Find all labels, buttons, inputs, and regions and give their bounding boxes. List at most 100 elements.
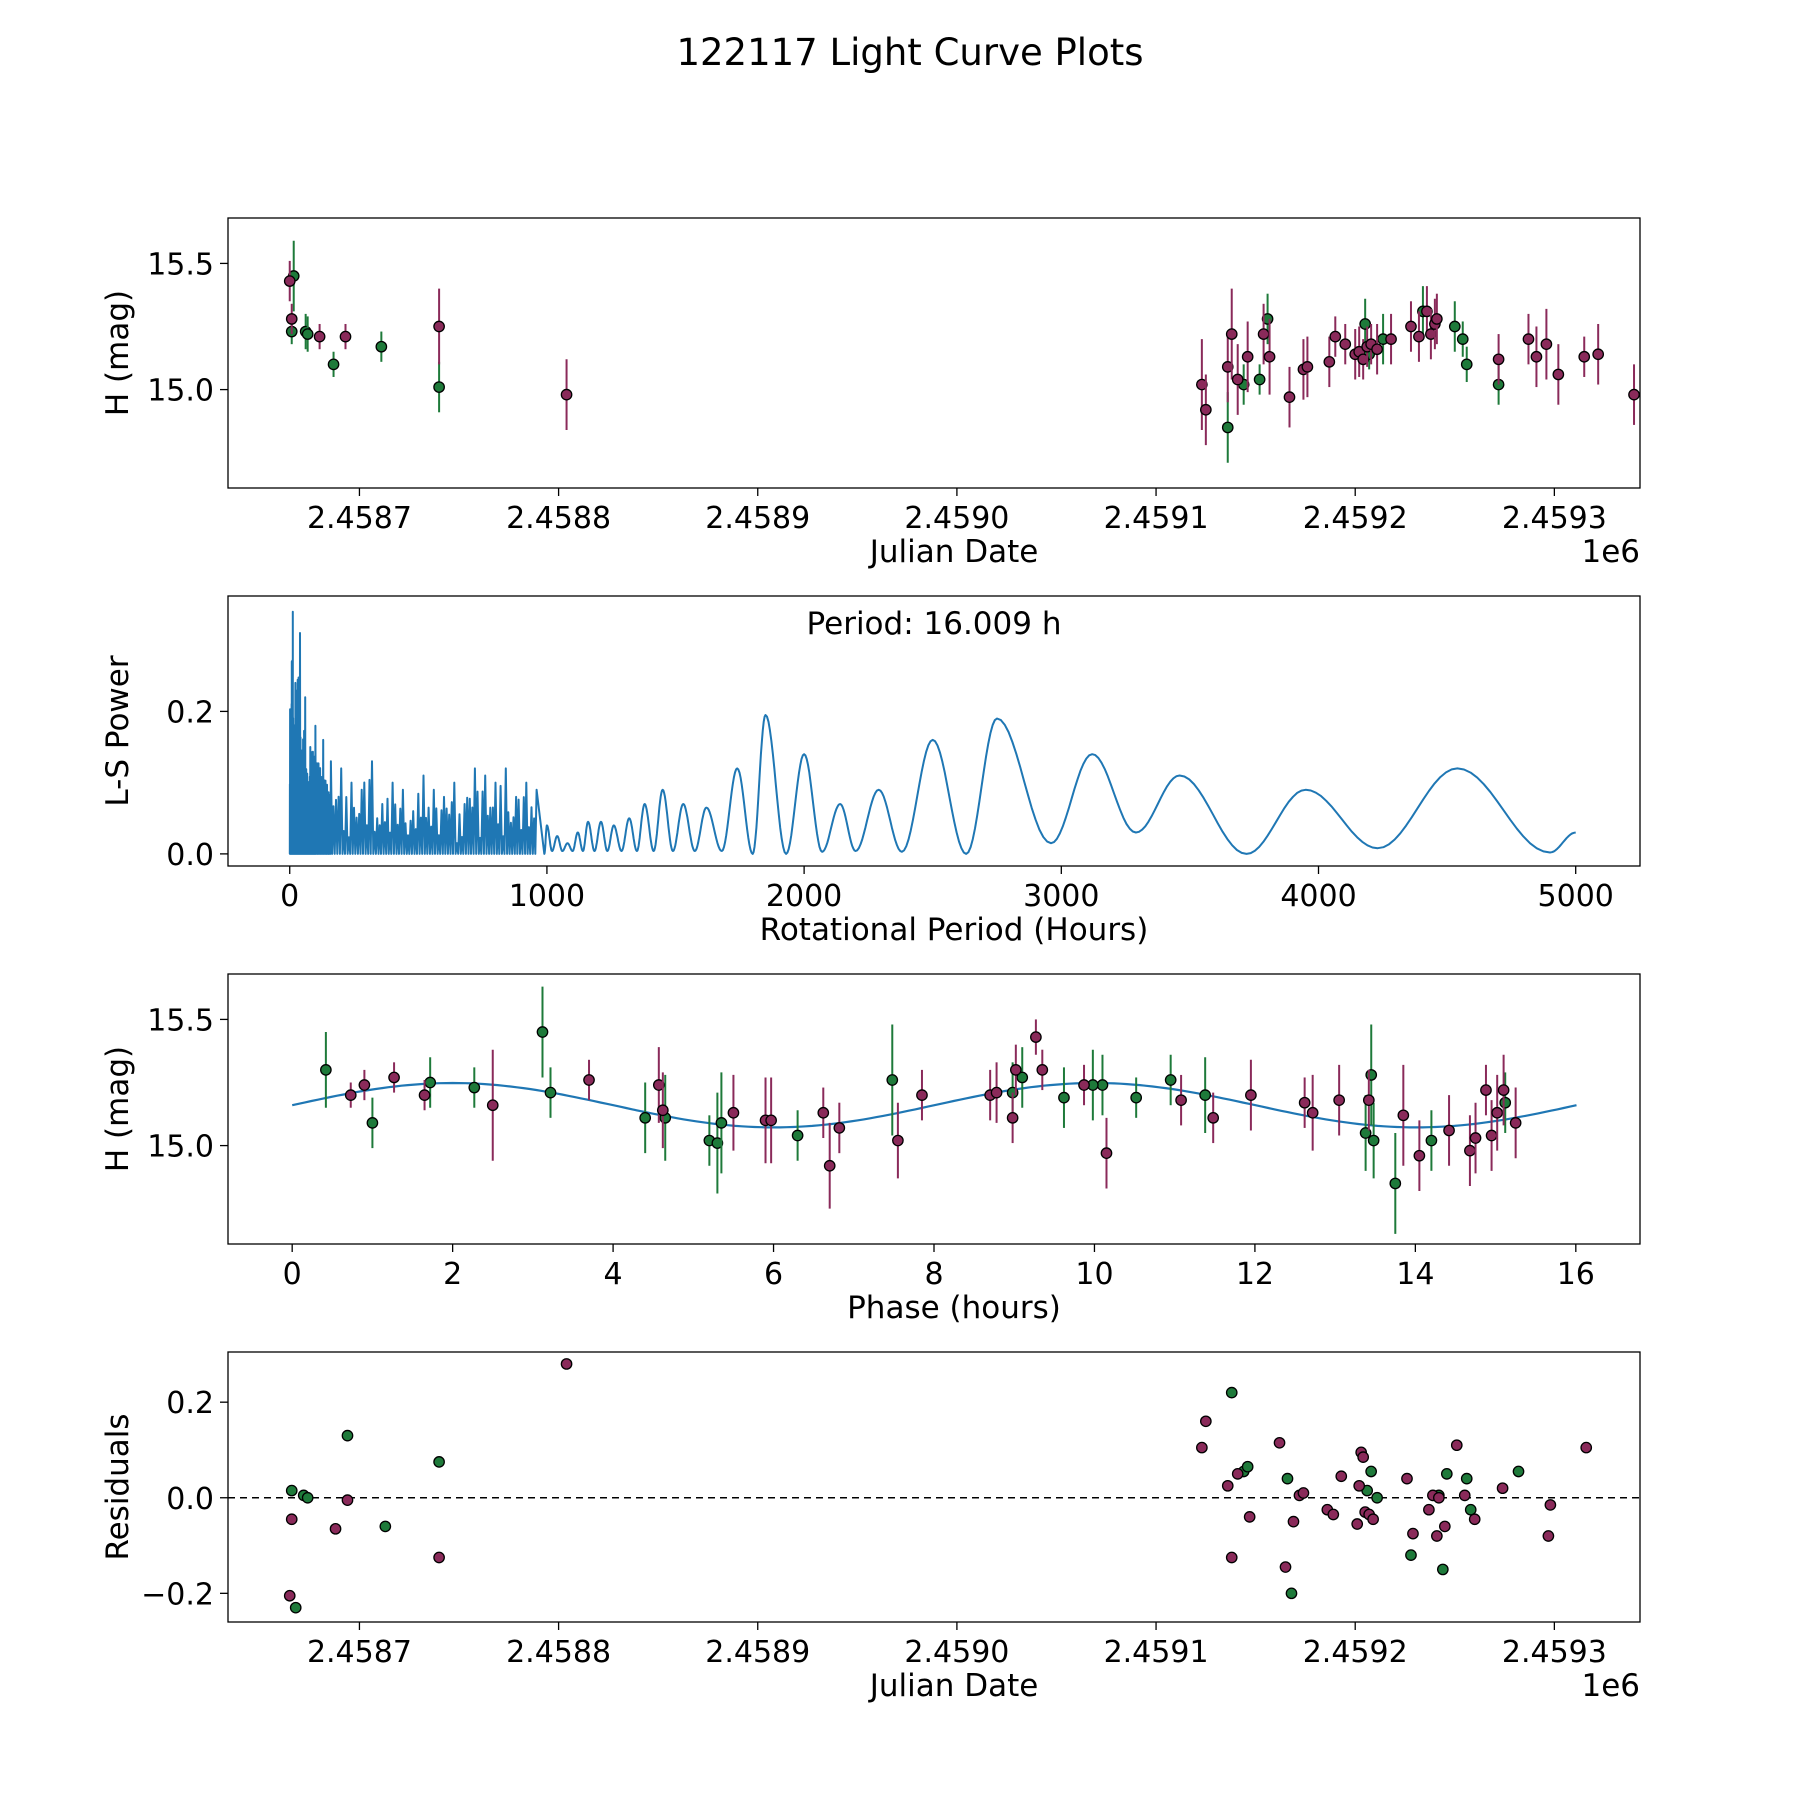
data-point (1448, 320, 1461, 333)
data-point (1241, 1460, 1254, 1473)
data-point (424, 1076, 437, 1089)
data-point (639, 1111, 652, 1124)
data-point (1207, 1111, 1220, 1124)
x-tick-label: 2 (443, 1257, 462, 1292)
x-tick-label: 12 (1236, 1257, 1274, 1292)
data-point (433, 320, 445, 333)
x-axis-label: Julian Date (868, 1668, 1039, 1704)
data-point (1385, 333, 1397, 345)
data-point (1456, 333, 1469, 345)
data-point (711, 1137, 724, 1149)
x-tick-label: 2000 (766, 879, 842, 914)
data-point (1460, 1472, 1473, 1485)
data-point (1436, 1563, 1449, 1576)
data-point (544, 1086, 557, 1099)
x-tick-label: 2.4587 (307, 1635, 412, 1670)
x-tick-label: 2.4591 (1104, 501, 1209, 536)
y-axis-label: H (mag) (100, 1046, 136, 1172)
data-point (1458, 1489, 1471, 1502)
data-point (1357, 1451, 1370, 1463)
x-tick-label: 0 (280, 879, 299, 914)
data-point (1578, 350, 1591, 363)
data-point (339, 330, 352, 343)
x-tick-label: 2.4593 (1502, 501, 1607, 536)
x-tick-label: 5000 (1538, 879, 1614, 914)
figure-title: 122117 Light Curve Plots (676, 31, 1143, 74)
data-point (833, 1122, 846, 1134)
x-tick-label: 2.4592 (1303, 501, 1408, 536)
data-point (433, 381, 445, 393)
data-point (892, 1134, 904, 1147)
panel-periodogram: 0 1000 2000 3000 4000 5000 0.0 0.2 Rotational Pe… (100, 595, 1641, 948)
data-point (1480, 1084, 1492, 1096)
data-point (1365, 1069, 1378, 1081)
data-point (379, 1520, 392, 1533)
data-point (1301, 361, 1314, 373)
data-point (1405, 320, 1417, 333)
y-axis-label: H (mag) (100, 290, 136, 416)
x-tick-label: 2.4592 (1303, 1635, 1408, 1670)
data-point (1492, 353, 1505, 366)
x-tick-label: 2.4591 (1104, 1635, 1209, 1670)
data-point (1164, 1074, 1177, 1086)
data-point (1096, 1079, 1109, 1091)
data-point (1175, 1094, 1187, 1107)
data-point (1221, 361, 1234, 373)
data-point (1196, 1441, 1208, 1454)
data-point (1058, 1091, 1070, 1104)
data-point (1287, 1515, 1300, 1528)
data-point (1009, 1064, 1022, 1076)
panel-lightcurve: 2.4587 2.4588 2.4589 2.4590 2.4591 2.4592 2.45… (100, 217, 1641, 570)
data-point (1522, 333, 1535, 345)
data-point (1306, 1106, 1319, 1119)
data-point (301, 1491, 314, 1504)
x-tick-label: 6 (764, 1257, 783, 1292)
data-point (1281, 1472, 1294, 1485)
data-point (285, 1513, 298, 1526)
y-tick-label: 15.0 (147, 374, 214, 409)
data-point (1509, 1117, 1522, 1129)
data-point (1327, 1508, 1340, 1521)
period-annotation: Period: 16.009 h (807, 606, 1062, 642)
data-point (1464, 1144, 1476, 1157)
y-tick-label: 15.5 (147, 247, 214, 282)
data-point (1196, 378, 1208, 391)
data-point (1431, 313, 1443, 325)
data-point (1231, 373, 1244, 386)
x-offset-label: 1e6 (1581, 534, 1640, 570)
data-point (366, 1117, 379, 1129)
x-tick-label: 4000 (1280, 879, 1356, 914)
y-tick-label: 0.0 (166, 838, 214, 873)
data-point (433, 1456, 445, 1468)
data-point (283, 275, 296, 287)
data-point (1540, 338, 1553, 351)
x-tick-label: 2.4589 (705, 501, 810, 536)
data-point (1552, 368, 1565, 381)
plot-frame (227, 595, 1641, 867)
x-tick-label: 8 (924, 1257, 943, 1292)
data-point (1371, 1491, 1383, 1504)
data-point (1362, 1094, 1375, 1107)
x-tick-label: 2.4590 (904, 501, 1009, 536)
data-point (1469, 1132, 1482, 1144)
data-point (341, 1494, 354, 1506)
y-tick-label: 0.0 (166, 1482, 214, 1517)
data-point (1407, 1527, 1419, 1540)
data-point (1297, 1487, 1310, 1499)
data-point (990, 1086, 1003, 1099)
data-point (1499, 1096, 1512, 1109)
data-point (1491, 1106, 1504, 1119)
data-point (1225, 1551, 1238, 1564)
data-point (916, 1089, 928, 1101)
data-point (1225, 1386, 1238, 1399)
data-point (1225, 328, 1238, 340)
plot-frame (227, 973, 1641, 1245)
data-point (1464, 1503, 1477, 1516)
data-point (1371, 343, 1383, 356)
data-point (727, 1106, 740, 1119)
data-point (656, 1104, 669, 1117)
y-tick-label: 15.5 (147, 1003, 214, 1038)
y-tick-label: 15.0 (147, 1130, 214, 1165)
data-point (1030, 1031, 1042, 1043)
